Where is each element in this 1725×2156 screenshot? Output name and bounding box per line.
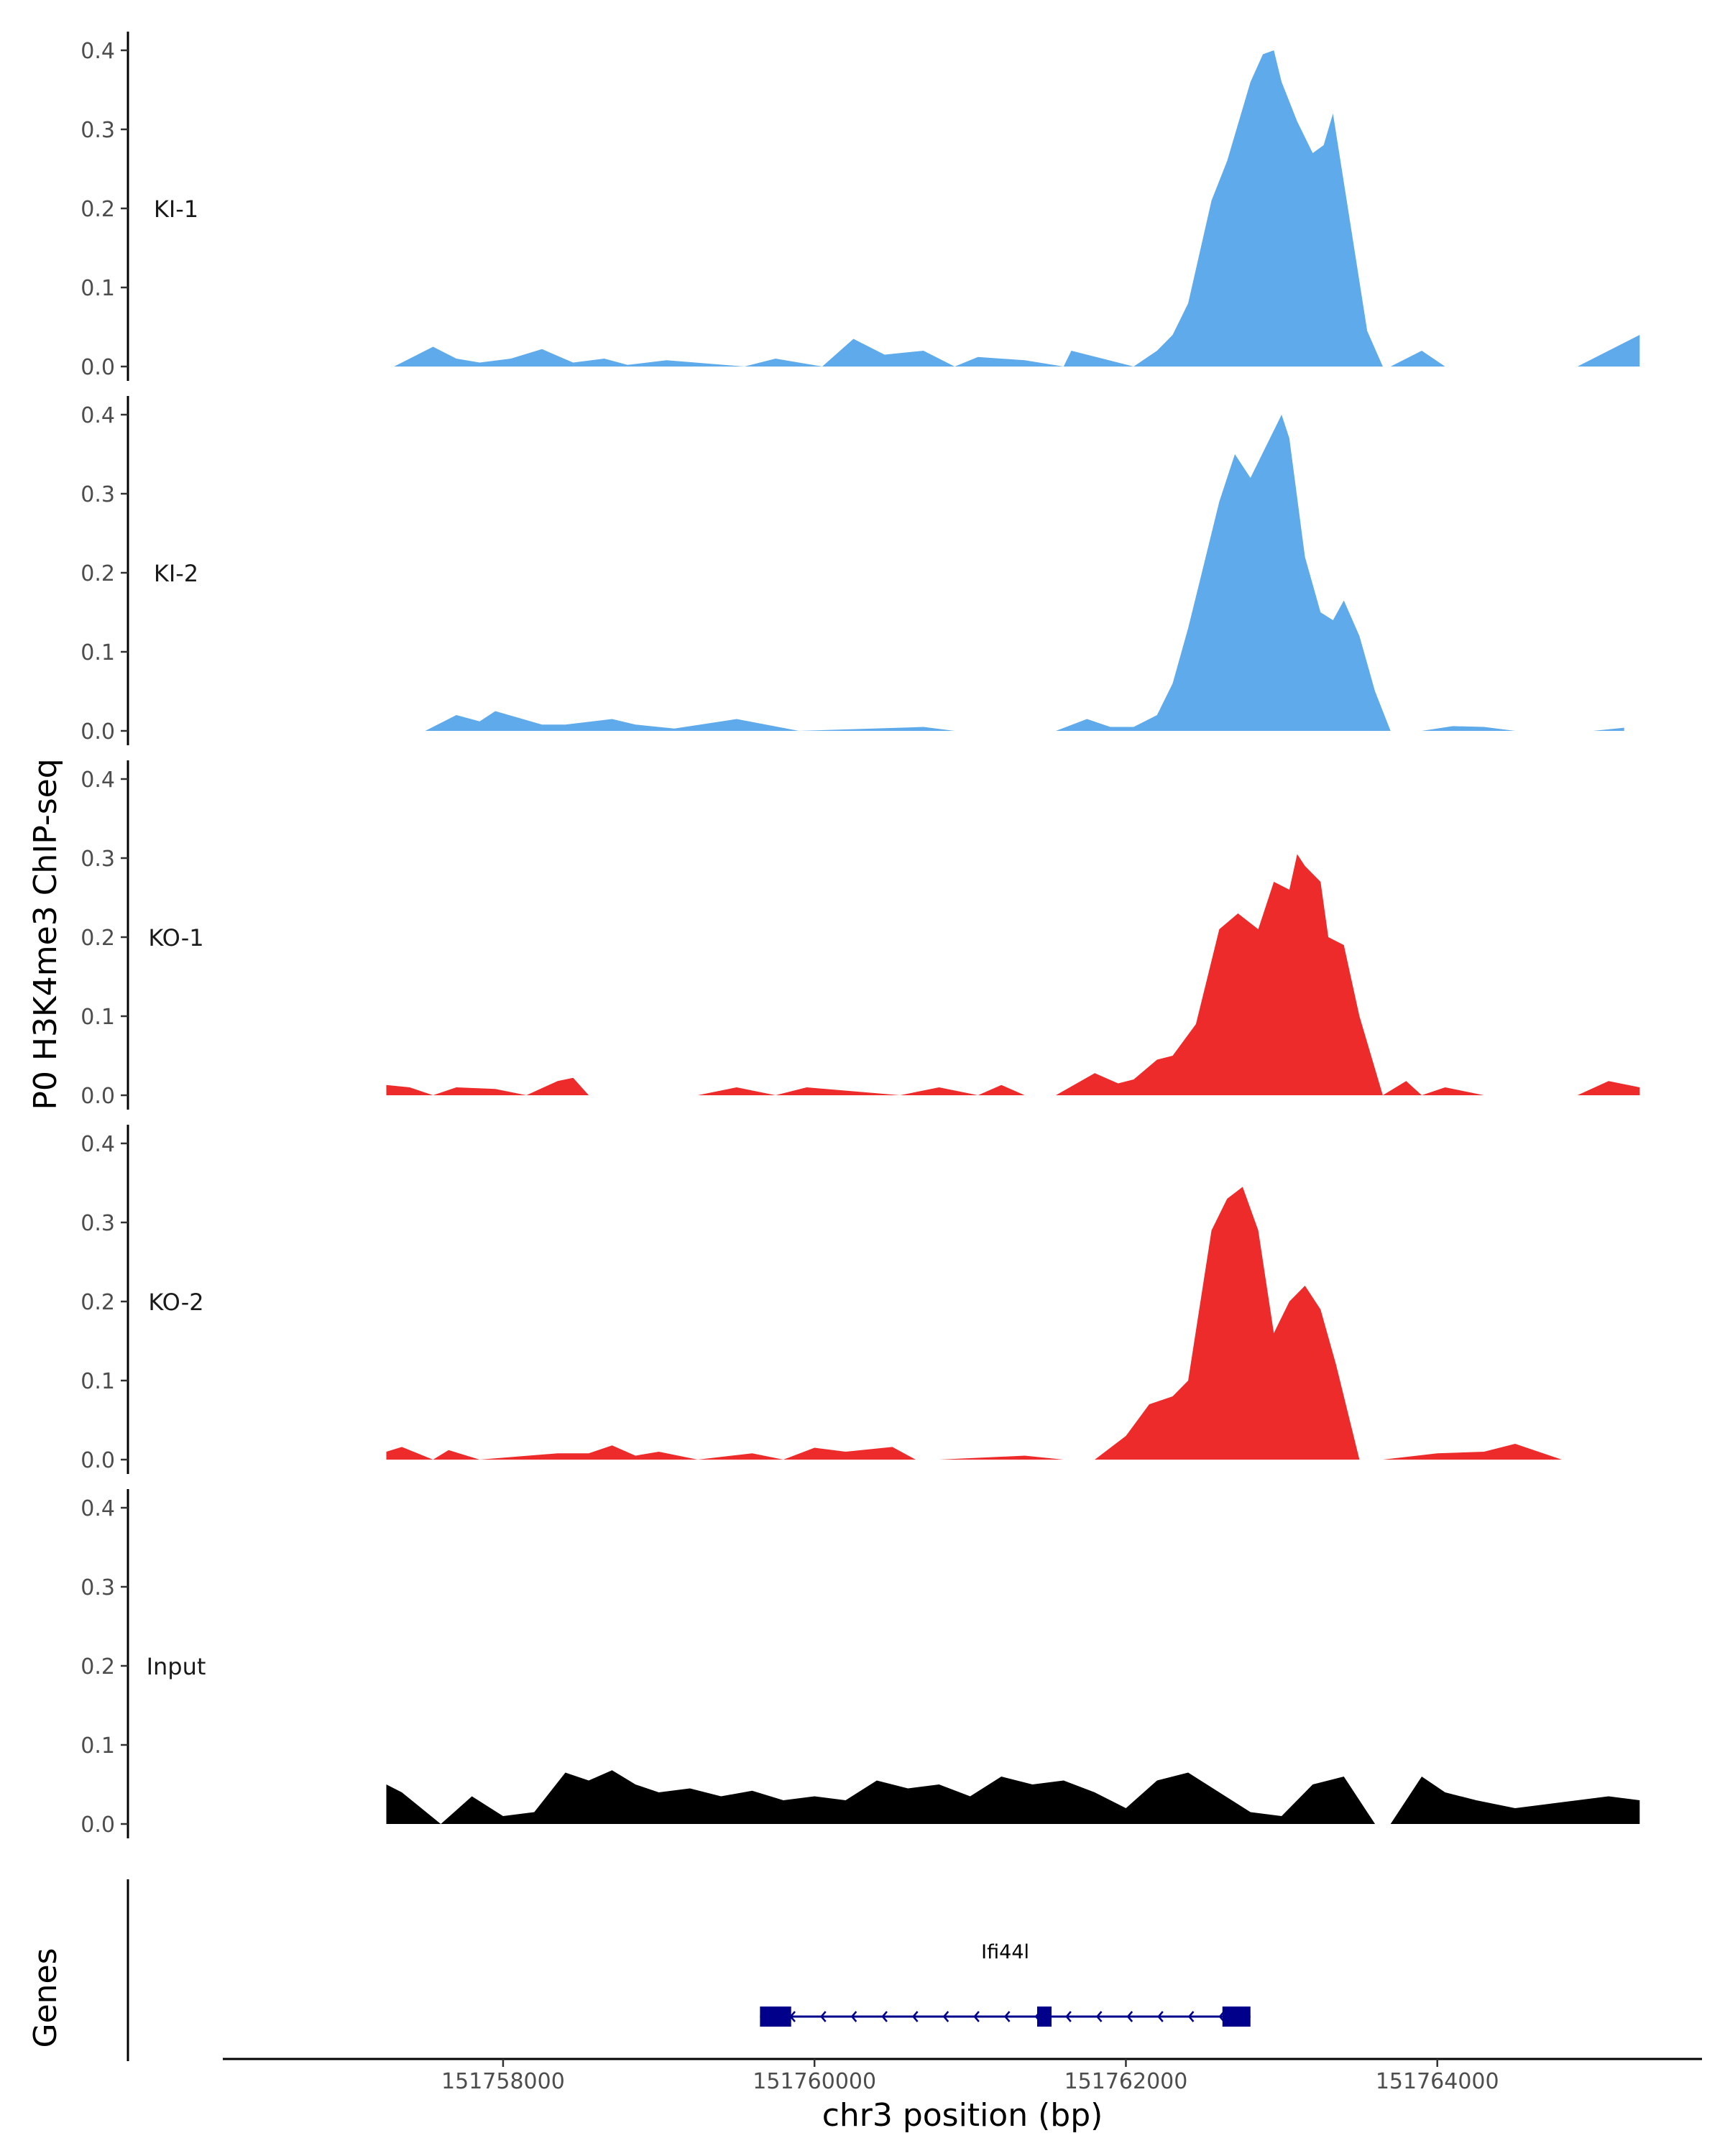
track-label-ko-1: KO-1 (148, 924, 203, 952)
strand-arrow (1003, 2011, 1011, 2022)
strand-arrow (1157, 2011, 1164, 2022)
y-tick-label-ko-2: 0.2 (80, 1290, 115, 1315)
y-tick-label-ki-1: 0.4 (80, 39, 115, 64)
y-tick-label-input: 0.1 (80, 1733, 115, 1759)
y-tick-label-ko-2: 0.3 (80, 1211, 115, 1236)
track-label-ko-2: KO-2 (148, 1289, 203, 1316)
x-axis-title: chr3 position (bp) (822, 2097, 1103, 2134)
y-tick-label-ki-2: 0.2 (80, 561, 115, 586)
y-tick-label-ki-2: 0.0 (80, 719, 115, 745)
strand-arrow (1187, 2011, 1195, 2022)
x-tick-label: 151760000 (753, 2069, 876, 2094)
y-tick-label-ko-2: 0.0 (80, 1448, 115, 1473)
gene-exon (1036, 2007, 1052, 2027)
y-tick-label-ki-2: 0.1 (80, 640, 115, 665)
signal-area-ko-1 (386, 854, 1640, 1095)
y-tick-label-ki-1: 0.1 (80, 276, 115, 301)
strand-arrow (973, 2011, 980, 2022)
strand-arrow (1065, 2011, 1072, 2022)
strand-arrow (1095, 2011, 1103, 2022)
y-tick-label-ki-1: 0.3 (80, 118, 115, 143)
y-tick-label-ki-2: 0.4 (80, 403, 115, 428)
y-tick-label-ko-1: 0.2 (80, 926, 115, 951)
signal-area-input (386, 1770, 1640, 1824)
y-tick-label-ko-1: 0.4 (80, 768, 115, 793)
y-tick-label-input: 0.0 (80, 1812, 115, 1838)
gene-label: Ifi44l (981, 1941, 1029, 1963)
y-tick-label-ko-2: 0.4 (80, 1132, 115, 1157)
genes-axis-title: Genes (27, 1948, 64, 2047)
track-label-ki-2: KI-2 (154, 560, 198, 587)
signal-area-ki-1 (394, 50, 1640, 367)
y-tick-label-ko-2: 0.1 (80, 1369, 115, 1394)
track-input: 0.0 0.1 0.2 0.3 0.4 Input (80, 1489, 1640, 1838)
strand-arrow (820, 2011, 827, 2022)
signal-area-ko-2 (386, 1187, 1562, 1460)
track-ki-1: 0.0 0.1 0.2 0.3 0.4 KI-1 (80, 32, 1640, 381)
x-tick-label: 151758000 (441, 2069, 565, 2094)
strand-arrow (1126, 2011, 1133, 2022)
tracks-group: 0.00.10.20.30.4KI-10.00.10.20.30.4KI-20.… (80, 32, 1640, 1838)
y-tick-label-ko-1: 0.1 (80, 1005, 115, 1030)
track-ko-2: 0.0 0.1 0.2 0.3 0.4 KO-2 (80, 1125, 1562, 1474)
y-tick-label-ki-1: 0.0 (80, 355, 115, 380)
x-tick-label: 151762000 (1064, 2069, 1188, 2094)
strand-arrow (881, 2011, 888, 2022)
strand-arrow (850, 2011, 857, 2022)
y-tick-label-ki-1: 0.2 (80, 197, 115, 222)
strand-arrow (911, 2011, 919, 2022)
signal-area-ki-2 (425, 415, 1624, 731)
y-tick-label-input: 0.3 (80, 1575, 115, 1600)
gene-exon (760, 2007, 791, 2027)
y-tick-label-input: 0.4 (80, 1496, 115, 1521)
strand-arrow (942, 2011, 949, 2022)
gene-track: Genes Ifi44l (27, 1879, 1251, 2061)
y-tick-label-ki-2: 0.3 (80, 482, 115, 507)
gene-exon (1222, 2007, 1251, 2027)
y-tick-label-ko-1: 0.3 (80, 847, 115, 872)
track-label-ki-1: KI-1 (154, 195, 198, 223)
y-tick-label-ko-1: 0.0 (80, 1084, 115, 1109)
x-axis: chr3 position (bp) 151758000 151760000 151… (223, 2058, 1702, 2134)
x-tick-label: 151764000 (1376, 2069, 1499, 2094)
y-axis-title: P0 H3K4me3 ChIP-seq (27, 758, 64, 1110)
track-label-input: Input (147, 1653, 206, 1680)
track-ko-1: 0.0 0.1 0.2 0.3 0.4 KO-1 (80, 760, 1640, 1110)
track-ki-2: 0.0 0.1 0.2 0.3 0.4 KI-2 (80, 396, 1624, 745)
y-tick-label-input: 0.2 (80, 1654, 115, 1680)
